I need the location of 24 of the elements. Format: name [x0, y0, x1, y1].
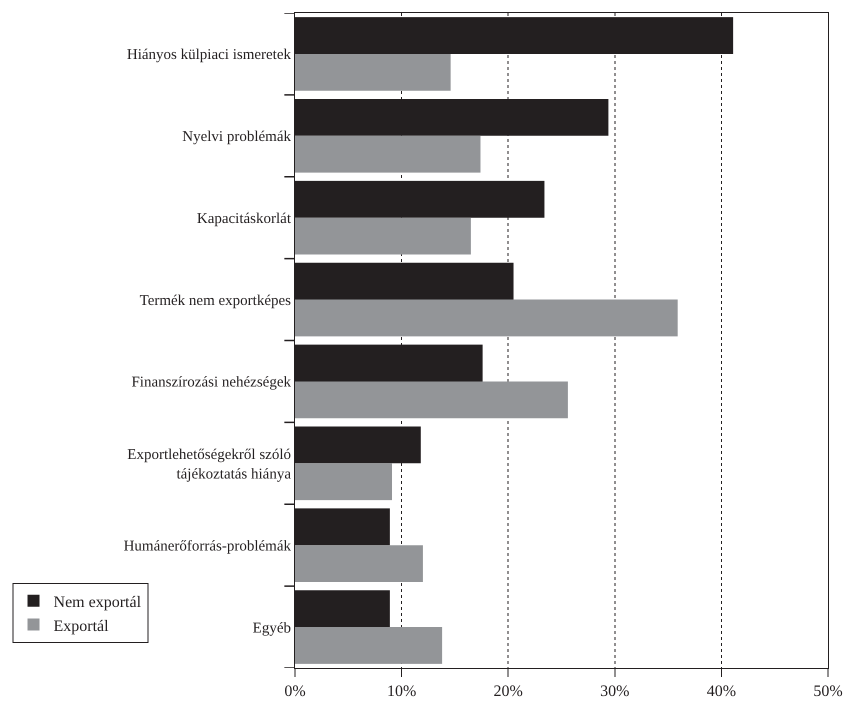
y-tick-label: Exportlehetőségekről szóló tájékoztatás hiánya: [127, 446, 292, 482]
x-tick-label: 0%: [284, 683, 306, 700]
bar: [295, 300, 678, 336]
x-tick-label: 20%: [494, 683, 523, 700]
y-tick-label: Termék nem exportképes: [140, 292, 292, 309]
bar: [295, 381, 568, 418]
x-tick-label: 30%: [600, 683, 630, 700]
y-tick-label: Nyelvi problémák: [182, 129, 292, 146]
y-tick-label: Egyéb: [252, 620, 291, 636]
bar: [295, 627, 442, 664]
bar: [295, 545, 423, 582]
legend-label: Exportál: [54, 618, 110, 635]
bar: [295, 54, 451, 91]
bar: [295, 218, 471, 255]
y-tick-label: Finanszírozási nehézségek: [131, 374, 292, 391]
x-tick-label: 40%: [706, 683, 736, 700]
y-tick-label: Hiányos külpiaci ismeretek: [126, 47, 292, 64]
bar: [295, 136, 480, 173]
bar: [295, 463, 392, 500]
y-tick-label: Kapacitáskorlát: [196, 210, 292, 227]
legend-label: Nem exportál: [54, 594, 142, 611]
x-tick-label: 50%: [813, 683, 843, 700]
y-tick-label: Humánerőforrás-problémák: [124, 538, 292, 554]
x-tick-label: 10%: [386, 683, 416, 700]
